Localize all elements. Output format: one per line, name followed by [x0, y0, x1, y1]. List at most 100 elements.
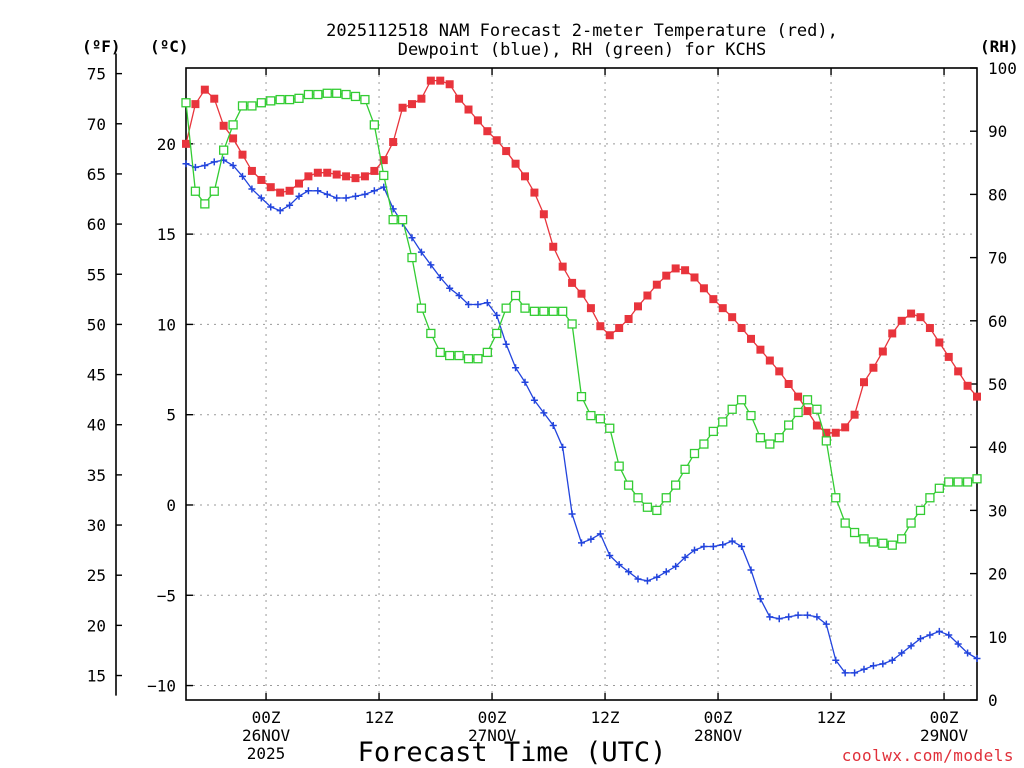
- fahrenheit-tick-label: 60: [87, 215, 106, 234]
- rh-point: [708, 426, 718, 437]
- temperature-point: [794, 392, 803, 401]
- rh-point: [237, 101, 248, 111]
- x-tick-label: 29NOV: [920, 726, 969, 745]
- celsius-tick-label: 20: [157, 135, 176, 154]
- dewpoint-point: [314, 187, 322, 195]
- celsius-tick-label: −10: [147, 677, 176, 696]
- dewpoint-point: [606, 552, 614, 560]
- dewpoint-point: [935, 627, 943, 635]
- rh-unit-label: (RH): [980, 37, 1019, 56]
- celsius-tick-label: 0: [166, 496, 176, 515]
- rh-point: [482, 347, 492, 358]
- rh-point: [849, 527, 860, 538]
- temperature-point: [944, 352, 953, 361]
- temperature-point: [200, 85, 209, 94]
- celsius-tick-label: −5: [157, 586, 176, 605]
- dewpoint-point: [898, 649, 906, 657]
- dewpoint-point: [512, 364, 520, 372]
- rh-point: [642, 502, 653, 512]
- rh-point: [699, 439, 709, 449]
- temperature-point: [342, 172, 351, 181]
- celsius-tick-label: 5: [166, 406, 176, 425]
- dewpoint-point: [229, 162, 237, 170]
- dewpoint-point: [964, 649, 972, 657]
- rh-point: [821, 436, 831, 446]
- dewpoint-point: [502, 340, 510, 348]
- rh-point: [426, 328, 436, 339]
- rh-point: [680, 464, 690, 474]
- temperature-point: [351, 174, 360, 183]
- dewpoint-point: [662, 568, 670, 576]
- rh-point: [784, 420, 794, 430]
- rh-point: [492, 328, 502, 339]
- temperature-point: [963, 381, 972, 390]
- temperature-point: [652, 280, 661, 289]
- dewpoint-point: [672, 562, 680, 570]
- rh-point: [539, 306, 549, 316]
- rh-point: [652, 505, 662, 516]
- rh-tick-label: 10: [988, 628, 1007, 647]
- rh-point: [605, 423, 615, 433]
- rh-point: [661, 493, 671, 503]
- temperature-point: [257, 175, 266, 184]
- temperature-point: [615, 324, 624, 333]
- x-tick-label: 12Z: [591, 708, 620, 727]
- dewpoint-point: [822, 620, 830, 628]
- fahrenheit-tick-label: 15: [87, 667, 106, 686]
- temperature-point: [596, 322, 605, 331]
- fahrenheit-tick-label: 50: [87, 315, 106, 334]
- dewpoint-point: [860, 665, 868, 673]
- rh-point: [915, 505, 926, 516]
- dewpoint-point: [239, 172, 246, 180]
- x-tick-label: 27NOV: [468, 726, 517, 745]
- dewpoint-point: [691, 546, 698, 554]
- axis-ticks: 15202530354045505560657075−10−5051015200…: [87, 59, 1017, 763]
- series-line: [185, 92, 978, 546]
- rh-point: [953, 477, 963, 487]
- rh-point: [774, 433, 784, 443]
- rh-tick-label: 50: [988, 375, 1007, 394]
- fahrenheit-tick-label: 35: [87, 466, 106, 485]
- temperature-point: [756, 345, 765, 354]
- temperature-point: [897, 316, 906, 325]
- temperature-point: [822, 428, 831, 437]
- temperature-point: [483, 127, 492, 136]
- dewpoint-point: [474, 301, 482, 309]
- temperature-point: [379, 156, 388, 165]
- temperature-point: [681, 266, 690, 275]
- temperature-point: [360, 172, 369, 181]
- temperature-point: [888, 329, 897, 338]
- fahrenheit-tick-label: 30: [87, 516, 106, 535]
- temperature-point: [323, 168, 332, 177]
- rh-point: [350, 91, 361, 102]
- axes: [115, 53, 978, 701]
- temperature-point: [577, 289, 586, 298]
- dewpoint-point: [756, 595, 764, 603]
- dewpoint-point: [201, 162, 209, 170]
- temperature-point: [709, 295, 718, 304]
- rh-point: [840, 518, 850, 528]
- fahrenheit-tick-label: 75: [87, 65, 106, 84]
- dewpoint-point: [370, 187, 378, 195]
- dewpoint-point: [813, 613, 821, 621]
- x-tick-label: 2025: [247, 744, 286, 763]
- dewpoint-point: [267, 203, 275, 211]
- rh-point: [746, 410, 756, 421]
- rh-point: [379, 170, 389, 181]
- rh-tick-label: 30: [988, 501, 1007, 520]
- rh-point: [454, 350, 464, 361]
- temperature-point: [539, 210, 548, 219]
- dewpoint-point: [248, 185, 256, 193]
- temperature-point: [831, 428, 840, 437]
- dewpoint-point: [766, 613, 774, 621]
- x-tick-label: 12Z: [365, 708, 394, 727]
- fahrenheit-tick-label: 40: [87, 416, 106, 435]
- rh-point: [181, 98, 191, 108]
- rh-point: [294, 93, 304, 103]
- dewpoint-point: [436, 273, 444, 281]
- dewpoint-point: [323, 190, 331, 198]
- rh-tick-label: 80: [988, 185, 1007, 204]
- dewpoint-point: [559, 443, 567, 451]
- rh-point: [576, 391, 587, 402]
